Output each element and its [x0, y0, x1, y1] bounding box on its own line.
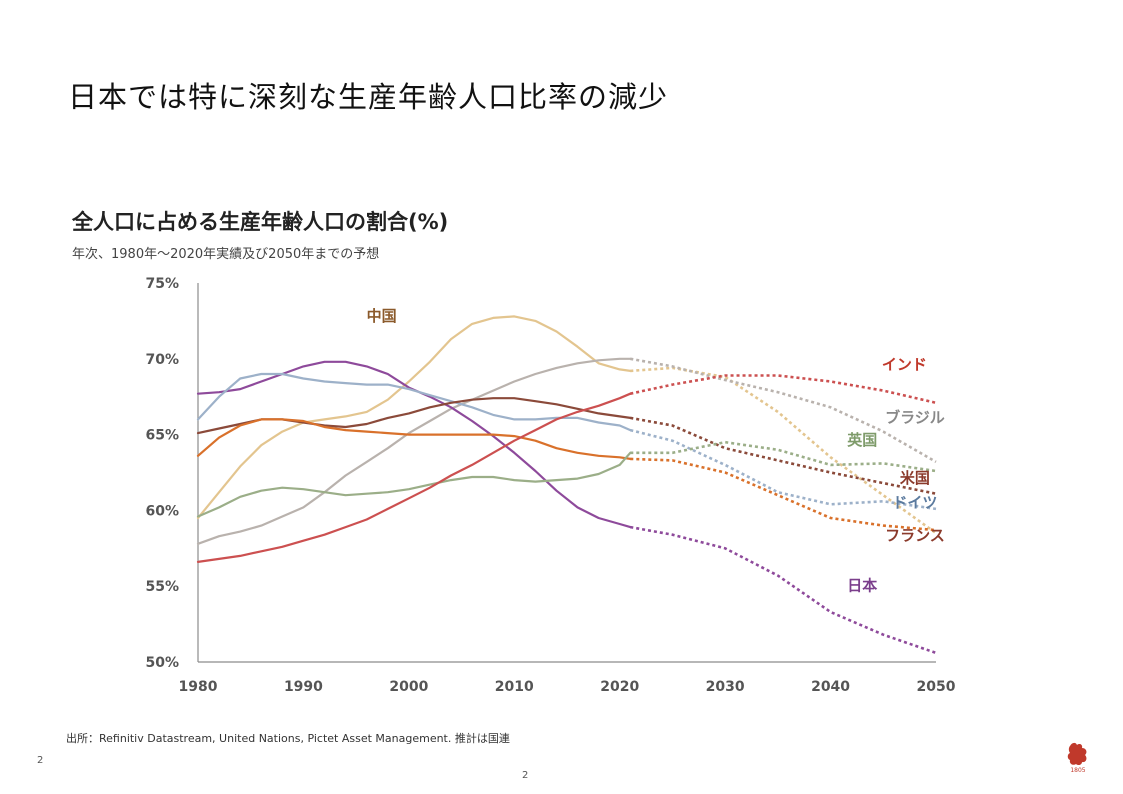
series-label-india: インド	[882, 355, 927, 373]
y-tick-label: 75%	[145, 276, 179, 292]
page-number-left: 2	[37, 755, 44, 766]
page-number-center: 2	[522, 770, 529, 781]
chart-subtitle: 年次、1980年～2020年実績及び2050年までの予想	[72, 247, 380, 262]
x-tick-label: 2020	[600, 679, 639, 695]
series-line-usa-projection	[630, 416, 937, 495]
series-line-france-actual	[196, 418, 632, 460]
y-tick-label: 70%	[145, 352, 179, 368]
series-line-india-actual	[196, 392, 632, 563]
series-label-china: 中国	[367, 307, 397, 325]
series-line-germany-projection	[629, 428, 937, 511]
y-tick-label: 65%	[145, 428, 179, 444]
x-tick-label: 2030	[706, 679, 745, 695]
series-line-japan-projection	[630, 525, 937, 655]
x-tick-label: 2040	[811, 679, 850, 695]
x-tick-label: 2010	[495, 679, 534, 695]
chart-axes: 50% 55% 60% 65% 70% 75% 1980 1990 2000 2010 2020 20…	[145, 276, 955, 695]
pictet-logo: 1805	[1067, 742, 1087, 774]
x-tick-label: 2050	[917, 679, 956, 695]
y-tick-label: 60%	[145, 503, 179, 519]
series-line-india-projection	[630, 374, 937, 405]
y-tick-label: 50%	[145, 655, 179, 671]
series-line-china-actual	[196, 315, 632, 520]
series-label-france: フランス	[885, 527, 945, 545]
x-tick-label: 1980	[179, 679, 218, 695]
series-line-germany-actual	[196, 372, 632, 432]
series-line-uk-actual	[196, 451, 632, 518]
series-label-germany: ドイツ	[892, 493, 937, 511]
series-label-brazil: ブラジル	[885, 408, 945, 426]
series-line-uk-projection	[630, 440, 937, 473]
source-note: 出所：Refinitiv Datastream, United Nations,…	[66, 732, 510, 745]
series-line-france-projection	[630, 457, 937, 532]
series-line-china-projection	[630, 366, 937, 535]
series-line-brazil-projection	[630, 357, 937, 464]
series-line-brazil-actual	[196, 357, 632, 545]
series-label-uk: 英国	[847, 431, 877, 449]
x-tick-label: 1990	[284, 679, 323, 695]
svg-text:1805: 1805	[1070, 767, 1085, 774]
series-label-usa: 米国	[900, 469, 930, 487]
series-label-japan: 日本	[847, 577, 877, 595]
chart-title: 全人口に占める生産年齢人口の割合(%)	[72, 210, 449, 234]
slide-title: 日本では特に深刻な生産年齢人口比率の減少	[68, 80, 669, 114]
chart-series	[196, 315, 937, 655]
y-tick-label: 55%	[145, 579, 179, 595]
x-tick-label: 2000	[389, 679, 428, 695]
